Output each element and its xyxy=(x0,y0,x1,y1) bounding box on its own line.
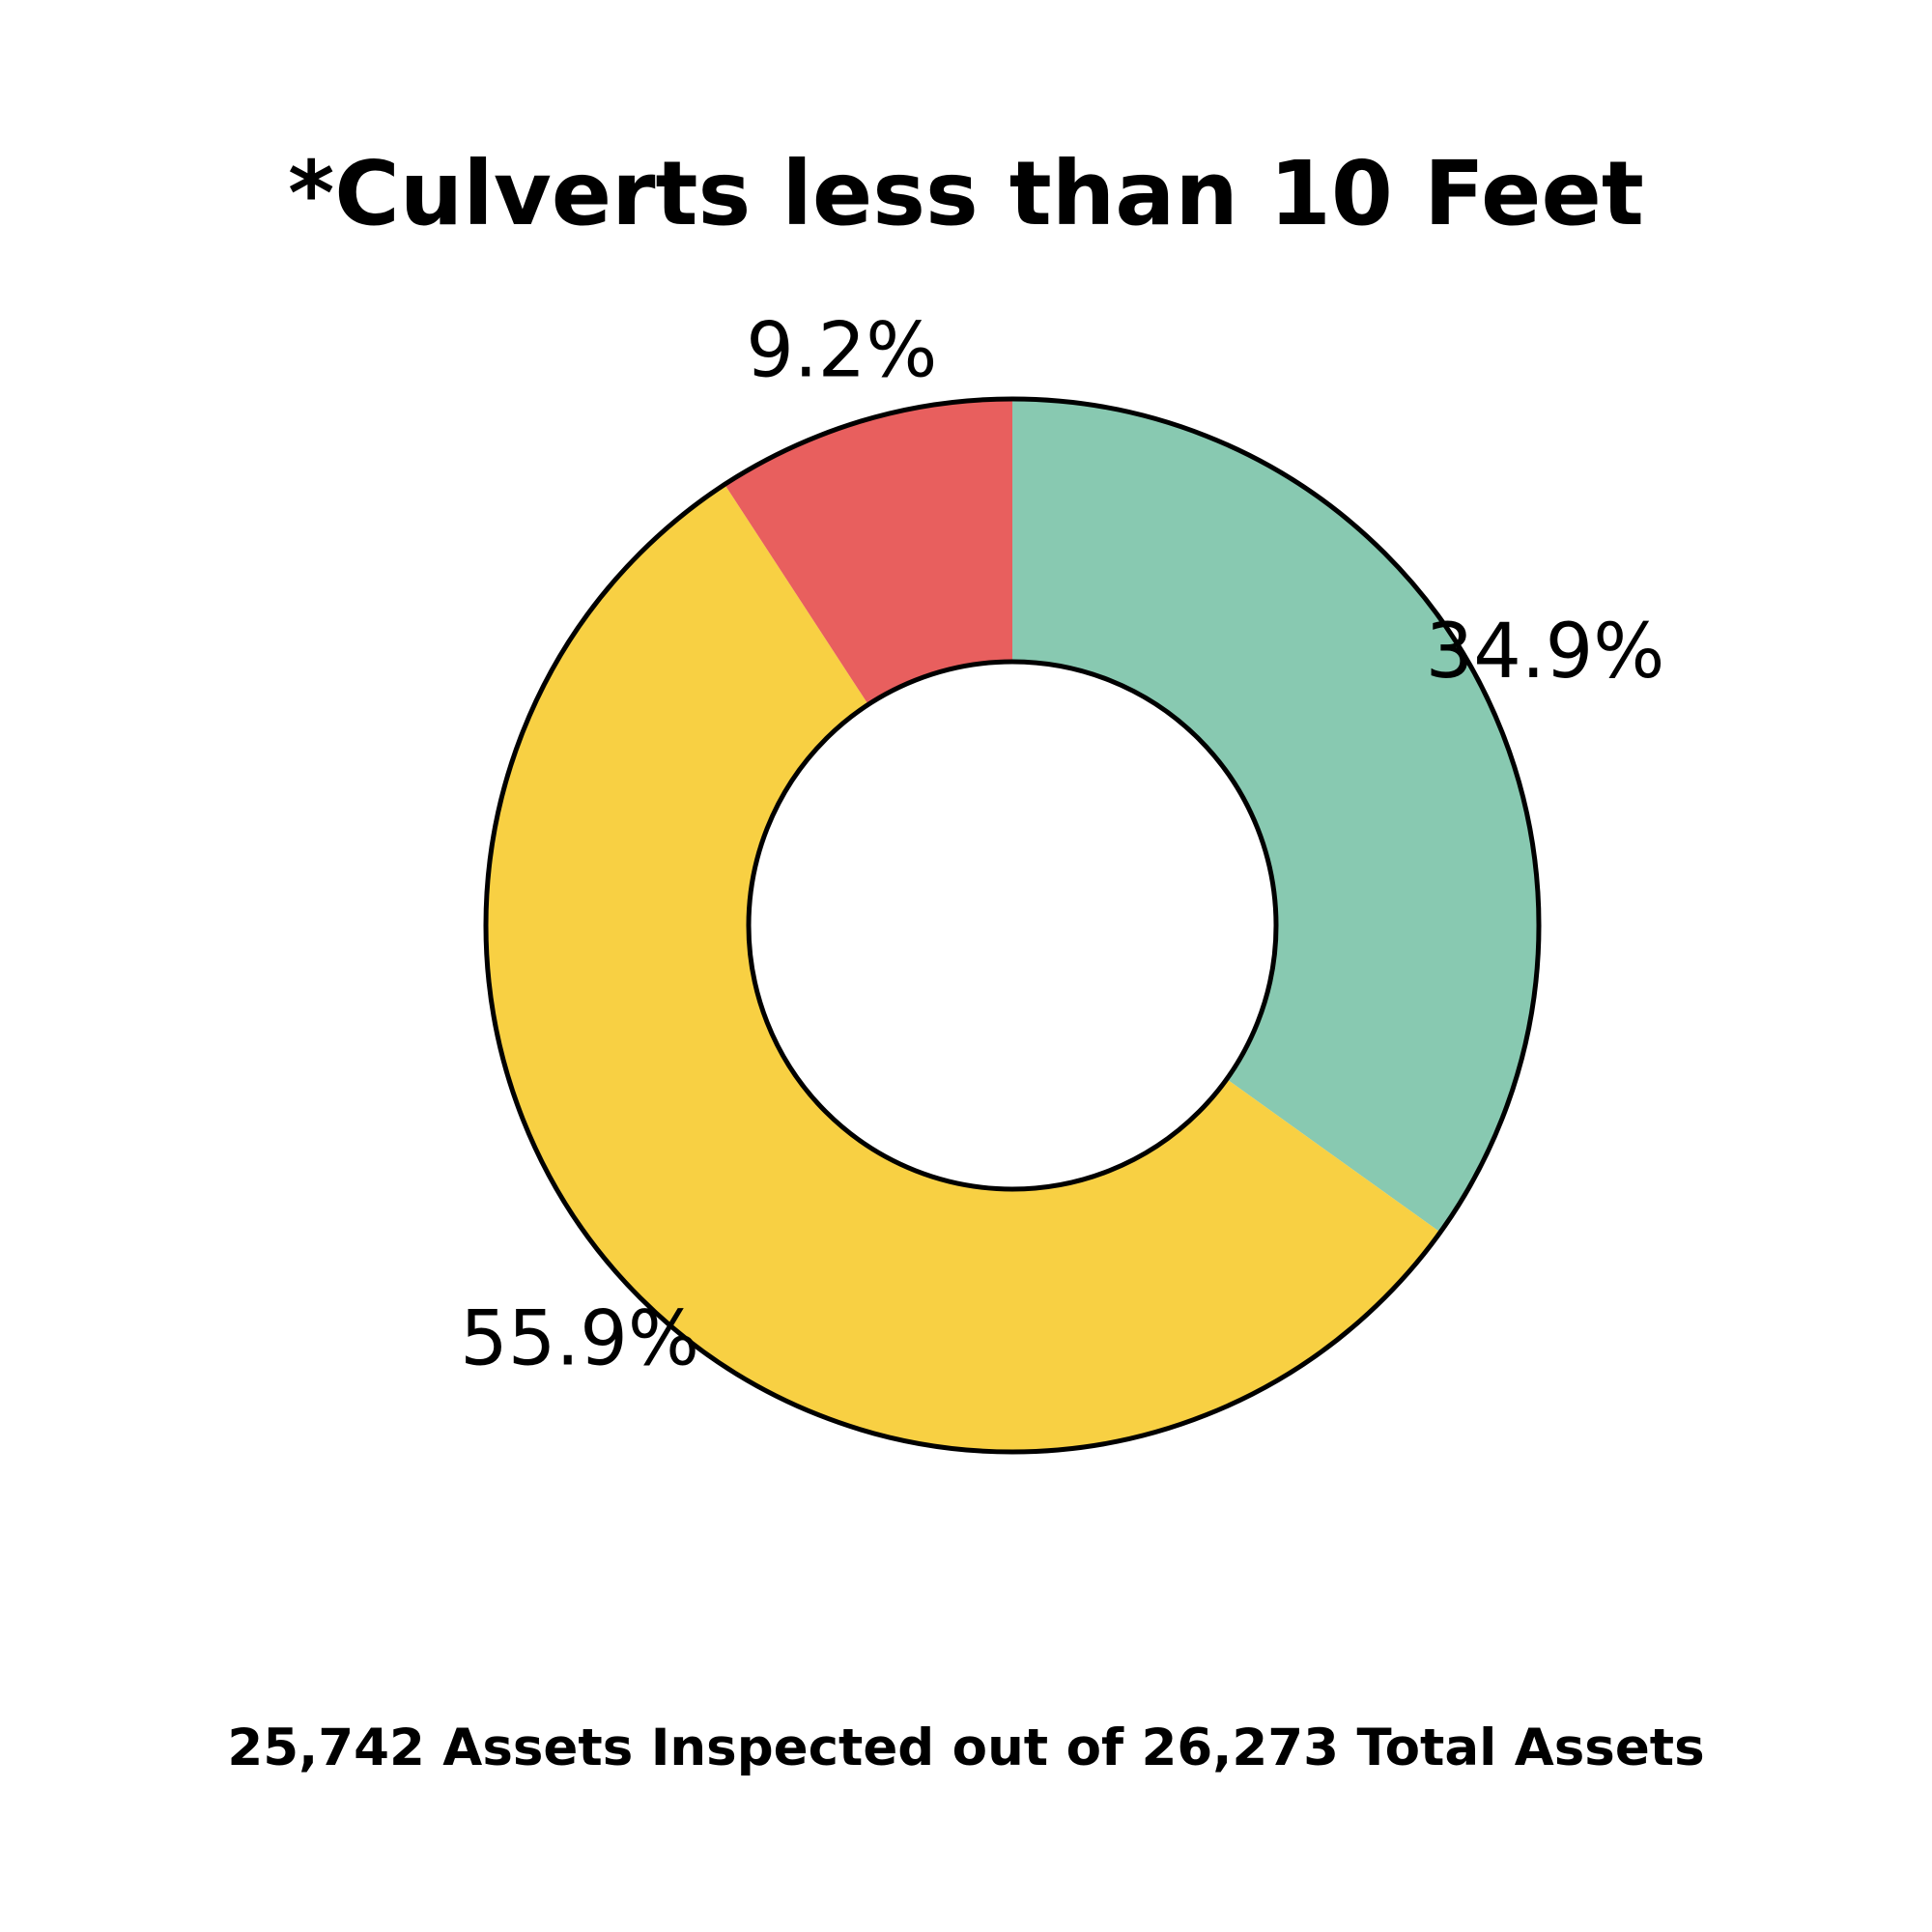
chart-footer: 25,742 Assets Inspected out of 26,273 To… xyxy=(227,1719,1704,1777)
slice-label-1: 34.9% xyxy=(1426,609,1665,696)
donut-outline xyxy=(483,396,1542,1455)
outer-ring xyxy=(483,396,1542,1455)
donut-slice-1 xyxy=(1012,399,1540,1233)
donut-slice-3 xyxy=(724,399,1012,705)
slice-labels: 34.9% 55.9% 9.2% xyxy=(460,308,1664,1383)
chart-title: *Culverts less than 10 Feet xyxy=(288,142,1644,245)
slice-label-2: 55.9% xyxy=(460,1296,699,1383)
slices-layer xyxy=(486,399,1540,1452)
slice-label-3: 9.2% xyxy=(746,308,937,395)
donut-slice-2 xyxy=(486,484,1440,1452)
inner-ring xyxy=(746,659,1279,1192)
